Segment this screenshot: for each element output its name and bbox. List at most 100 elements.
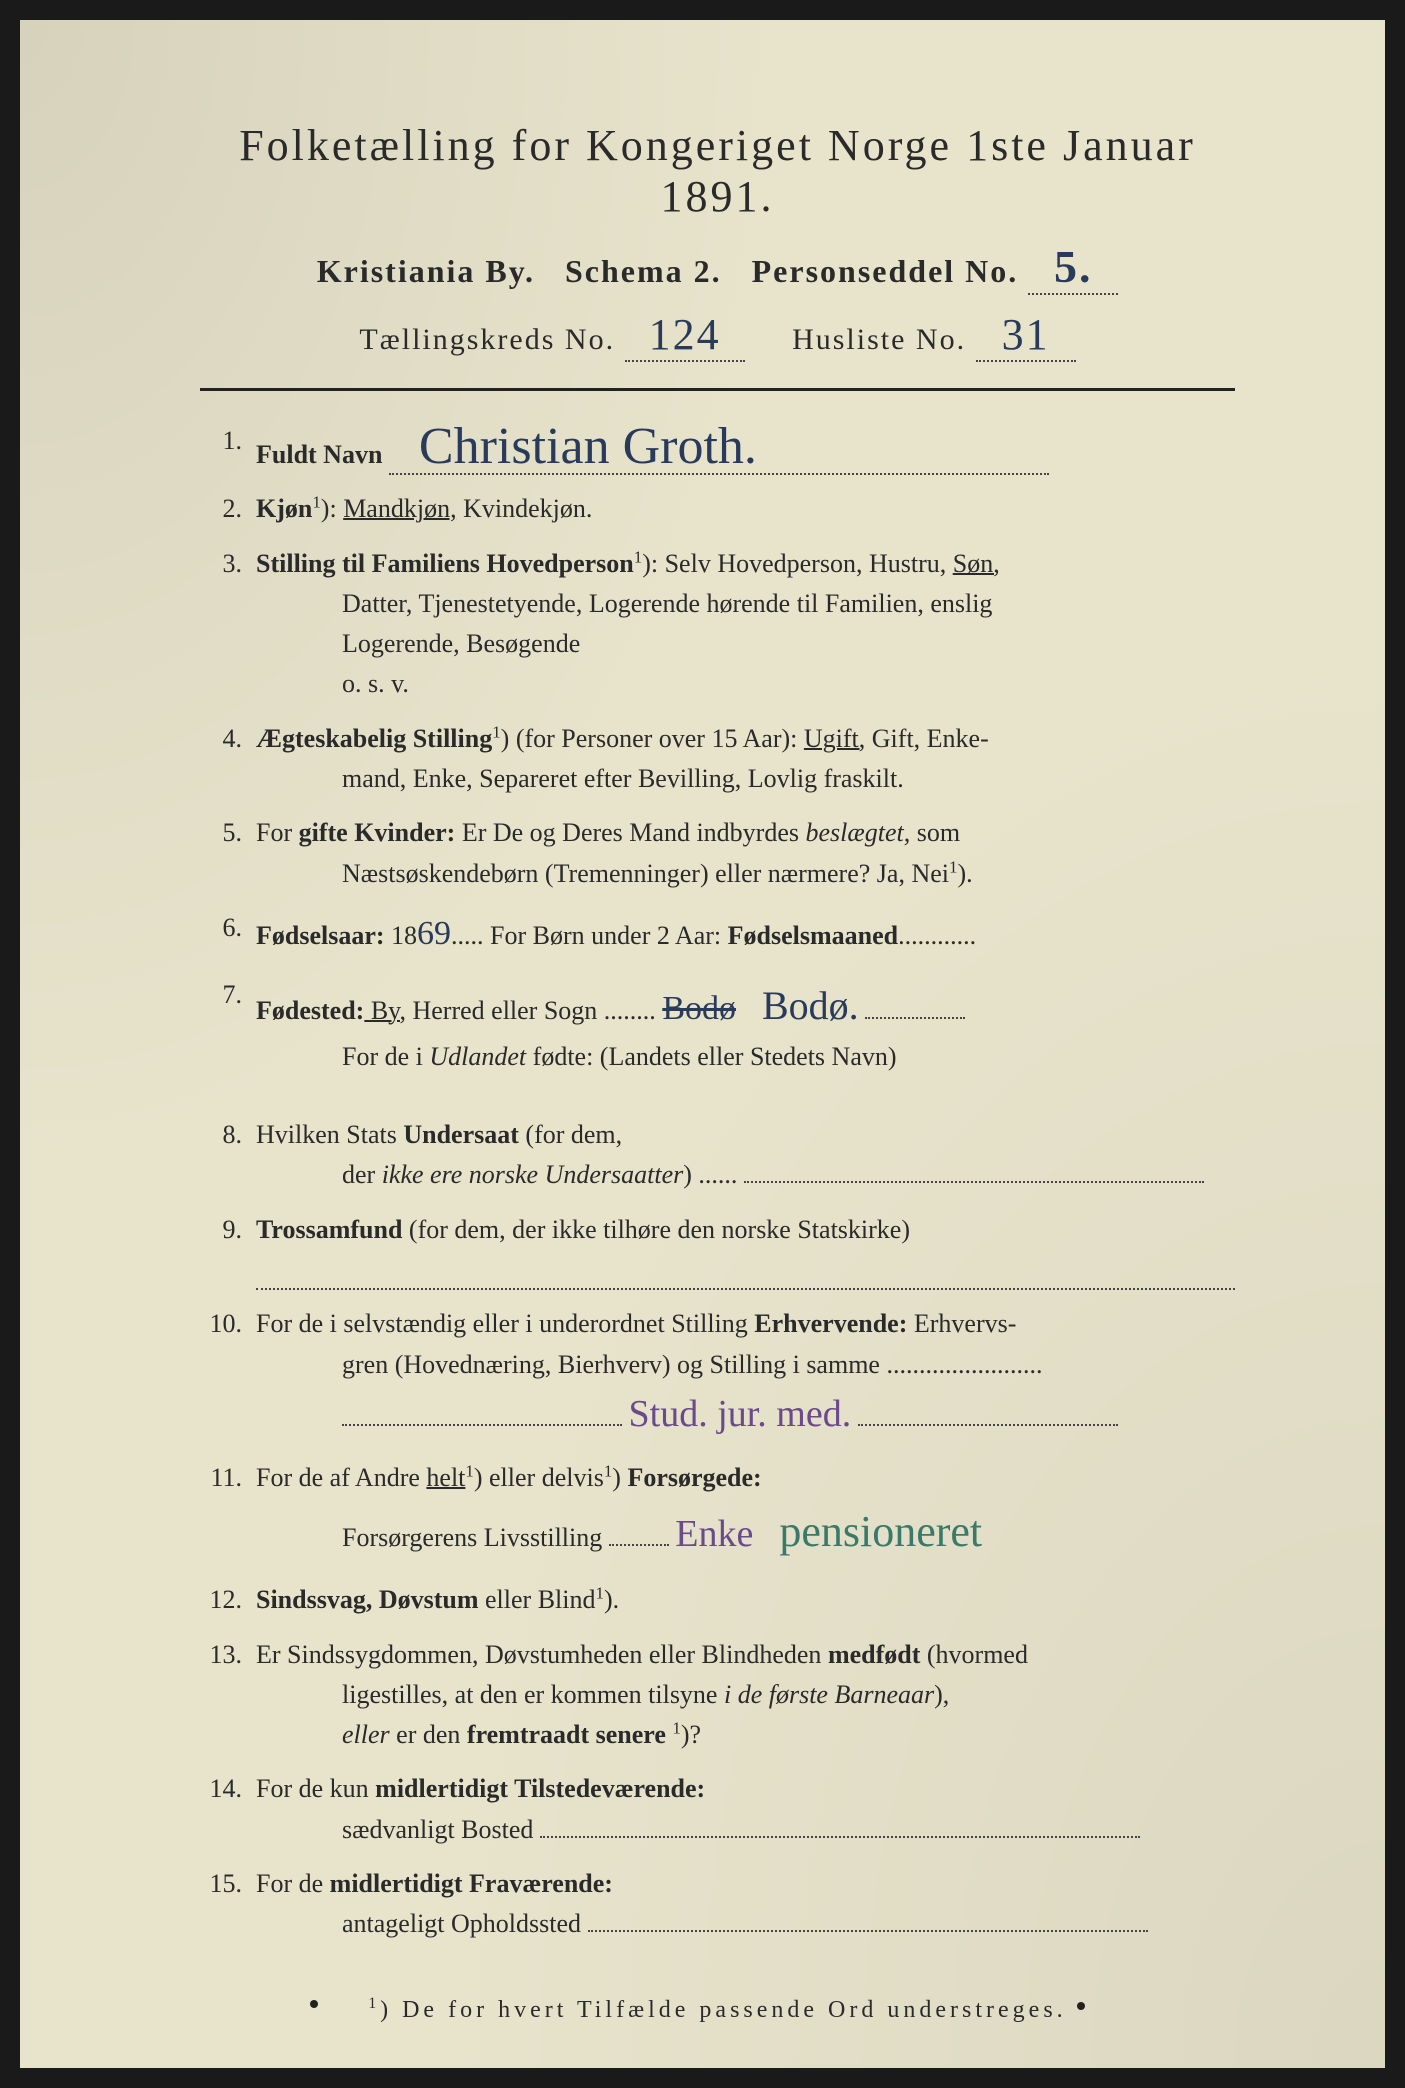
field-15-text1: For de <box>256 1869 330 1898</box>
field-13-ital: i de første Barneaar <box>724 1680 934 1709</box>
field-6-text2: ..... For Børn under 2 Aar: <box>451 921 728 950</box>
dotted-fill <box>256 1254 1235 1290</box>
field-6-dotted: ............ <box>898 921 976 950</box>
sup: 1 <box>672 1718 680 1737</box>
horizontal-rule <box>200 388 1235 391</box>
field-10-text2: Erhvervs- <box>907 1309 1016 1338</box>
field-num: 8. <box>200 1115 256 1196</box>
field-7-label: Fødested: <box>256 996 364 1025</box>
field-6-label: Fødselsaar: <box>256 921 385 950</box>
field-6: 6. Fødselsaar: 1869..... For Børn under … <box>200 908 1235 961</box>
field-2-suffix: ): <box>321 494 337 523</box>
field-11-hand2: pensioneret <box>779 1507 982 1556</box>
field-14-label: midlertidigt Tilstedeværende: <box>375 1774 705 1803</box>
field-1-value: Christian Groth. <box>389 421 1049 475</box>
field-10-text1: For de i selvstændig eller i underordnet… <box>256 1309 754 1338</box>
field-11-text3: ) <box>612 1463 627 1492</box>
field-11-helt: helt <box>426 1463 465 1492</box>
field-14-text1: For de kun <box>256 1774 375 1803</box>
field-13-line3c: )? <box>681 1720 701 1749</box>
field-num: 12. <box>200 1580 256 1620</box>
field-15-line2: antageligt Opholdssted <box>342 1909 581 1938</box>
field-11-hand1: Enke <box>675 1513 753 1555</box>
field-13-line3b: er den <box>390 1720 467 1749</box>
field-num: 5. <box>200 813 256 894</box>
page-title: Folketælling for Kongeriget Norge 1ste J… <box>200 120 1235 222</box>
husliste-no-field: 31 <box>976 309 1076 362</box>
form-items: 1. Fuldt Navn Christian Groth. 2. Kjøn1)… <box>200 421 1235 1945</box>
kreds-no-field: 124 <box>625 309 745 362</box>
dotted-fill <box>609 1544 669 1546</box>
husliste-label: Husliste No. <box>792 323 966 356</box>
personseddel-no-field: 5. <box>1028 240 1118 295</box>
field-5-for: For <box>256 818 299 847</box>
field-3-line2: Datter, Tjenestetyende, Logerende hørend… <box>256 584 1235 624</box>
field-9-text: (for dem, der ikke tilhøre den norske St… <box>402 1215 910 1244</box>
field-num: 1. <box>200 421 256 475</box>
personseddel-label: Personseddel No. <box>752 253 1019 289</box>
field-6-yearprefix: 18 <box>385 921 418 950</box>
field-13-medf: medfødt <box>828 1640 920 1669</box>
field-2-label: Kjøn <box>256 494 312 523</box>
field-num: 6. <box>200 908 256 961</box>
dotted-fill <box>540 1836 1140 1838</box>
sup: 1 <box>604 1461 612 1480</box>
field-num: 15. <box>200 1864 256 1945</box>
sup: 1 <box>596 1584 604 1603</box>
field-10-hand: Stud. jur. med. <box>629 1393 852 1435</box>
field-3-son: Søn, <box>953 549 1000 578</box>
field-7-value: Bodø. <box>762 975 859 1037</box>
field-num: 11. <box>200 1458 256 1566</box>
personseddel-no: 5. <box>1054 240 1093 293</box>
field-5-besl: beslægtet, <box>806 818 911 847</box>
field-9: 9. Trossamfund (for dem, der ikke tilhør… <box>200 1210 1235 1291</box>
field-14-line2: sædvanligt Bosted <box>342 1815 533 1844</box>
field-num: 9. <box>200 1210 256 1291</box>
field-12-label: Sindssvag, Døvstum <box>256 1585 479 1614</box>
field-13-text1: Er Sindssygdommen, Døvstumheden eller Bl… <box>256 1640 828 1669</box>
footnote-sup: 1 <box>368 1995 380 2012</box>
field-8-text1: Hvilken Stats <box>256 1120 403 1149</box>
field-11-text1: For de af Andre <box>256 1463 426 1492</box>
dotted-fill <box>865 1017 965 1019</box>
field-13-line2a: ligestilles, at den er kommen tilsyne <box>342 1680 724 1709</box>
field-8-text2: (for dem, <box>519 1120 622 1149</box>
dotted-fill <box>744 1181 1204 1183</box>
sup: 1 <box>634 547 642 566</box>
field-1: 1. Fuldt Navn Christian Groth. <box>200 421 1235 475</box>
field-5: 5. For gifte Kvinder: Er De og Deres Man… <box>200 813 1235 894</box>
header-line-2: Kristiania By. Schema 2. Personseddel No… <box>200 240 1235 295</box>
field-11: 11. For de af Andre helt1) eller delvis1… <box>200 1458 1235 1566</box>
field-7-by: By, <box>364 996 406 1025</box>
census-form-page: Folketælling for Kongeriget Norge 1ste J… <box>20 20 1385 2068</box>
field-13-line2b: ), <box>934 1680 949 1709</box>
field-4: 4. Ægteskabelig Stilling1) (for Personer… <box>200 719 1235 800</box>
field-5-line2a: Næstsøskendebørn (Tremenninger) eller næ… <box>342 859 949 888</box>
field-14: 14. For de kun midlertidigt Tilstedevære… <box>200 1769 1235 1850</box>
field-10: 10. For de i selvstændig eller i underor… <box>200 1304 1235 1443</box>
field-num: 7. <box>200 975 256 1077</box>
field-15-label: midlertidigt Fraværende: <box>330 1869 613 1898</box>
dotted-fill <box>342 1424 622 1426</box>
field-3-line4: o. s. v. <box>256 664 1235 704</box>
sup: 1 <box>312 493 320 512</box>
dotted-fill <box>858 1424 1118 1426</box>
field-13-text2: (hvormed <box>920 1640 1028 1669</box>
field-7: 7. Fødested: By, Herred eller Sogn .....… <box>200 975 1235 1077</box>
field-3-line3: Logerende, Besøgende <box>256 624 1235 664</box>
field-8-label: Undersaat <box>403 1120 519 1149</box>
field-12: 12. Sindssvag, Døvstum eller Blind1). <box>200 1580 1235 1620</box>
field-5-text2: som <box>910 818 960 847</box>
field-4-suffix: ) (for Personer over 15 Aar): <box>501 724 804 753</box>
header-line-3: Tællingskreds No. 124 Husliste No. 31 <box>200 309 1235 362</box>
field-13: 13. Er Sindssygdommen, Døvstumheden elle… <box>200 1635 1235 1756</box>
field-num: 10. <box>200 1304 256 1443</box>
field-7-line2b: fødte: (Landets eller Stedets Navn) <box>526 1042 896 1071</box>
field-7-udl: Udlandet <box>429 1042 526 1071</box>
field-10-line2: gren (Hovednæring, Bierhverv) og Stillin… <box>256 1345 1235 1385</box>
field-4-label: Ægteskabelig Stilling <box>256 724 492 753</box>
field-8-line2b: ) ...... <box>683 1160 737 1189</box>
field-2-opt-kvindekjon: Kvindekjøn. <box>463 494 592 523</box>
field-11-line2-label: Forsørgerens Livsstilling <box>342 1523 609 1552</box>
field-3-label: Stilling til Familiens Hovedperson <box>256 549 634 578</box>
